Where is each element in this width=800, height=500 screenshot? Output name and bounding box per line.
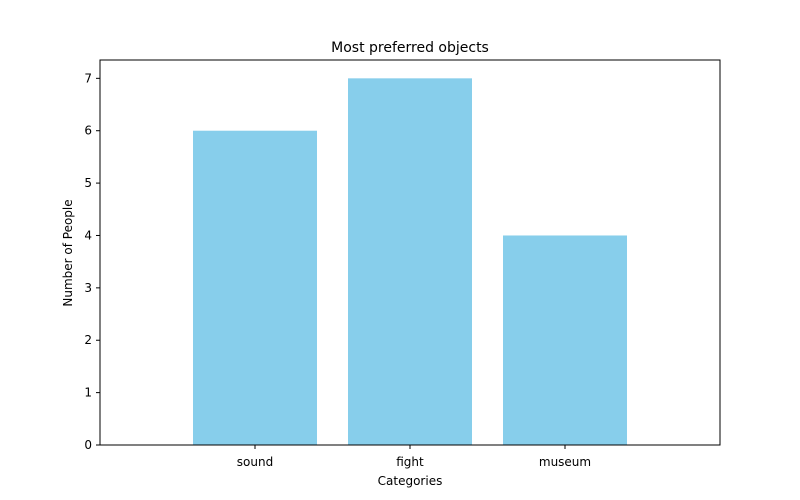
- y-tick-label-6: 6: [84, 124, 92, 138]
- y-axis-label: Number of People: [61, 199, 75, 306]
- y-tick-label-2: 2: [84, 333, 92, 347]
- x-axis-label: Categories: [378, 474, 443, 488]
- bars-layer: [193, 78, 627, 445]
- x-axis-ticks: sound fight museum: [237, 445, 591, 469]
- bar-fight: [348, 78, 472, 445]
- chart-title: Most preferred objects: [331, 40, 489, 56]
- x-tick-label-fight: fight: [396, 455, 424, 469]
- y-tick-label-5: 5: [84, 176, 92, 190]
- bar-museum: [503, 235, 627, 445]
- bar-sound: [193, 130, 317, 445]
- y-tick-label-1: 1: [84, 386, 92, 400]
- plot-frame: [99, 59, 721, 446]
- y-tick-label-3: 3: [84, 281, 92, 295]
- x-tick-label-museum: museum: [539, 455, 591, 469]
- x-tick-label-sound: sound: [237, 455, 273, 469]
- y-tick-label-4: 4: [84, 228, 92, 242]
- y-axis-ticks: 0 1 2 3 4 5 6 7: [84, 71, 100, 452]
- y-tick-label-0: 0: [84, 438, 92, 452]
- y-tick-label-7: 7: [84, 71, 92, 85]
